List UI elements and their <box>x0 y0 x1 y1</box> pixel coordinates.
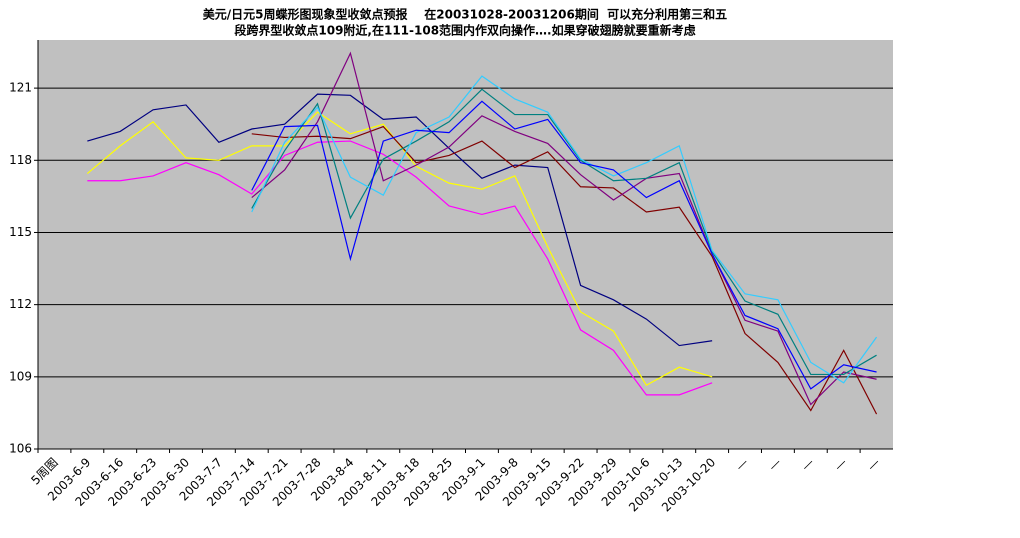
series-line <box>87 140 713 396</box>
series-line <box>251 75 878 384</box>
series-line <box>87 93 713 347</box>
x-tick-label: — <box>831 455 849 473</box>
y-tick-label: 109 <box>9 369 32 383</box>
chart-subtitle: 段跨界型收敛点109附近,在111-108范围内作双向操作….如果穿破翅膀就要重… <box>234 23 695 38</box>
y-tick-label: 106 <box>9 442 32 456</box>
series-line <box>251 100 877 390</box>
series-line <box>251 125 878 415</box>
y-tick-label: 115 <box>9 225 32 239</box>
chart-title: 美元/日元5周蝶形图现象型收敛点预报 在20031028-20031206期间 … <box>203 7 727 22</box>
plot-area <box>38 40 893 449</box>
y-tick-label: 118 <box>9 153 32 167</box>
x-tick-label: — <box>799 455 817 473</box>
x-tick-label: — <box>864 455 882 473</box>
y-tick-label: 121 <box>9 81 32 95</box>
x-tick-label: — <box>733 455 751 473</box>
series-line <box>251 51 877 406</box>
y-tick-label: 112 <box>9 297 32 311</box>
series-line <box>251 88 877 376</box>
x-tick-label: — <box>766 455 784 473</box>
